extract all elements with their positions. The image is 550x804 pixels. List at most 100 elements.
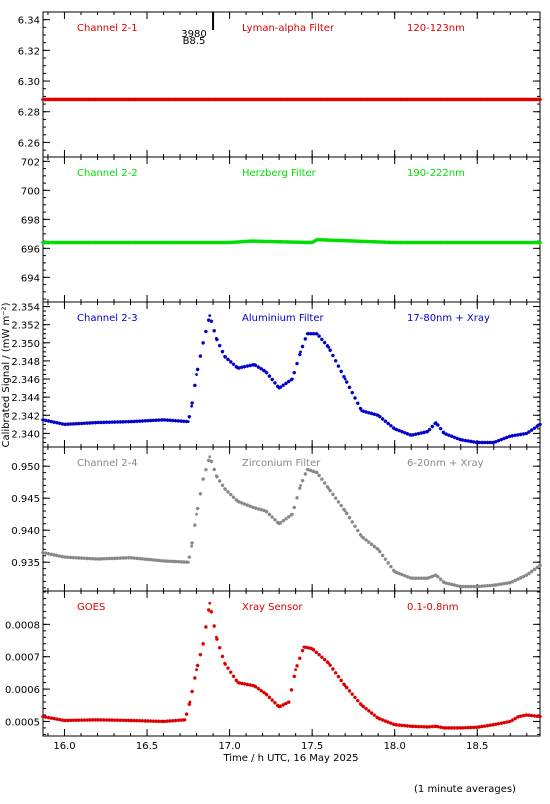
data-point xyxy=(52,553,56,557)
data-point xyxy=(262,690,266,695)
data-point xyxy=(364,410,368,414)
data-point xyxy=(74,718,78,723)
data-point xyxy=(430,724,435,729)
data-point xyxy=(79,718,84,722)
data-point xyxy=(140,557,145,561)
data-point xyxy=(416,724,421,729)
data-point xyxy=(488,723,493,728)
data-point xyxy=(226,666,230,670)
data-point xyxy=(521,574,526,579)
data-point xyxy=(529,713,534,718)
data-point xyxy=(195,506,200,511)
y-tick-label: 698 xyxy=(21,215,40,226)
data-point xyxy=(168,559,172,564)
y-tick-label: 0.0005 xyxy=(5,717,40,728)
data-point-key xyxy=(327,345,331,349)
data-point xyxy=(168,418,172,423)
data-point xyxy=(350,390,355,395)
data-point xyxy=(234,364,239,369)
data-point xyxy=(383,419,388,424)
y-tick-label: 6.34 xyxy=(18,16,40,27)
data-point-key xyxy=(426,576,430,580)
data-point-key xyxy=(426,725,430,729)
panel-band-label: 120-123nm xyxy=(407,23,465,34)
data-point xyxy=(176,559,181,564)
data-point xyxy=(438,577,443,582)
data-point xyxy=(527,430,531,434)
data-point-key xyxy=(252,684,256,688)
data-point xyxy=(331,353,335,358)
data-point xyxy=(71,555,76,560)
data-point xyxy=(516,577,520,581)
data-point xyxy=(400,572,404,577)
data-point xyxy=(380,718,385,722)
data-point xyxy=(292,674,297,679)
data-point xyxy=(187,414,192,419)
data-point xyxy=(284,517,288,521)
data-point xyxy=(228,492,233,497)
data-point xyxy=(463,725,468,730)
data-point xyxy=(317,652,321,657)
panel-channel-label: GOES xyxy=(77,602,105,613)
data-point xyxy=(193,523,197,527)
data-point xyxy=(471,440,476,444)
data-point xyxy=(110,420,114,424)
data-point xyxy=(112,420,117,424)
y-tick-label: 6.30 xyxy=(18,77,40,88)
data-point xyxy=(110,718,114,722)
data-point xyxy=(182,560,186,564)
data-point xyxy=(165,418,170,422)
data-point-key xyxy=(305,468,309,471)
data-point xyxy=(228,670,233,674)
data-point xyxy=(430,574,435,579)
data-point xyxy=(118,556,123,560)
data-point xyxy=(173,718,178,723)
data-point xyxy=(320,337,324,342)
data-point-key xyxy=(393,241,397,244)
data-point xyxy=(118,718,123,723)
x-axis-title: Time / h UTC, 16 May 2025 xyxy=(222,753,358,764)
data-point xyxy=(322,657,327,662)
data-point xyxy=(532,426,537,430)
data-point-key xyxy=(214,635,218,639)
data-point xyxy=(82,421,87,426)
data-point xyxy=(231,495,236,500)
data-point xyxy=(146,557,150,562)
data-point xyxy=(99,557,103,561)
data-point-key xyxy=(195,512,198,516)
data-point xyxy=(179,718,183,722)
data-point xyxy=(460,438,465,442)
data-point-key xyxy=(287,700,291,704)
data-point xyxy=(278,704,283,709)
data-point xyxy=(336,364,341,368)
data-point-key xyxy=(186,560,190,564)
data-point xyxy=(101,718,106,722)
data-point-key xyxy=(315,238,319,242)
data-point xyxy=(469,584,473,589)
data-point xyxy=(245,364,250,368)
data-point xyxy=(55,553,59,558)
data-point-key xyxy=(310,647,314,651)
data-point xyxy=(499,437,504,442)
data-point xyxy=(485,723,490,728)
data-point xyxy=(157,558,161,563)
data-point xyxy=(262,508,266,513)
data-point xyxy=(355,401,360,406)
data-point-key xyxy=(252,363,256,366)
data-point xyxy=(107,556,112,561)
data-point xyxy=(212,467,216,472)
data-point xyxy=(93,557,98,561)
data-point xyxy=(121,556,125,560)
data-point xyxy=(394,570,399,575)
data-point xyxy=(358,702,363,706)
data-point xyxy=(140,719,145,723)
data-point xyxy=(193,676,197,680)
y-tick-label: 0.0008 xyxy=(5,620,40,631)
data-point xyxy=(165,719,170,723)
data-point-key xyxy=(201,642,205,646)
data-point-key xyxy=(264,509,268,513)
data-point xyxy=(259,688,263,693)
data-point-key xyxy=(63,555,66,559)
data-point xyxy=(494,583,498,587)
